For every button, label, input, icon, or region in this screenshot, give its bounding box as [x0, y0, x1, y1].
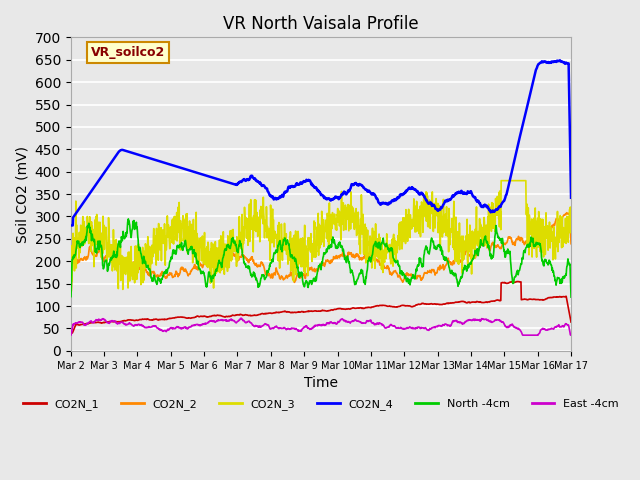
- X-axis label: Time: Time: [304, 376, 338, 390]
- Text: VR_soilco2: VR_soilco2: [91, 46, 165, 59]
- Legend: CO2N_1, CO2N_2, CO2N_3, CO2N_4, North -4cm, East -4cm: CO2N_1, CO2N_2, CO2N_3, CO2N_4, North -4…: [19, 395, 623, 414]
- Title: VR North Vaisala Profile: VR North Vaisala Profile: [223, 15, 419, 33]
- Y-axis label: Soil CO2 (mV): Soil CO2 (mV): [15, 145, 29, 242]
